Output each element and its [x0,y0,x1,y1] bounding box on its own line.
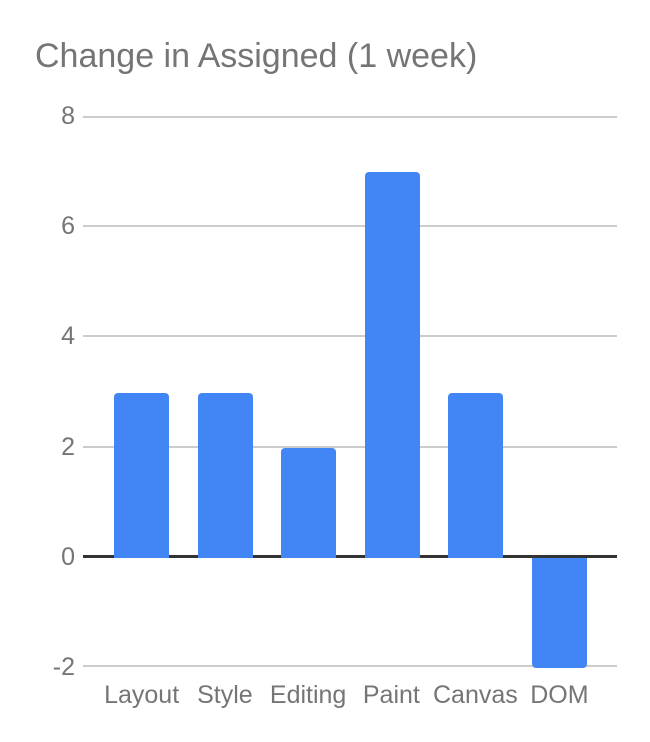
x-label-canvas: Canvas [433,681,518,709]
y-tick-label: 6 [61,212,75,240]
x-label-layout: Layout [104,681,180,709]
gridline [83,665,617,667]
gridline [83,335,617,337]
gridline [83,116,617,118]
y-tick-label: 0 [61,543,75,571]
y-axis: 8 6 4 2 0 -2 [0,102,75,681]
plot-area [83,116,617,668]
bar-column [267,116,351,667]
x-axis: Layout Style Editing Paint Canvas DOM [83,680,617,710]
bar-columns [83,116,617,668]
y-tick-label: 8 [61,102,75,130]
gridline [83,225,617,227]
zero-axis-line [83,555,617,558]
y-tick-label: 4 [61,322,75,350]
x-label-dom: DOM [530,681,589,709]
x-label-style: Style [197,681,253,709]
bar-column [434,116,518,667]
bar-column [518,116,602,668]
bar-layout[interactable] [114,393,170,558]
bar-dom[interactable] [531,558,587,668]
bar-paint[interactable] [364,172,420,558]
bar-editing[interactable] [281,448,337,558]
bar-column [184,116,268,667]
y-tick-label: 2 [61,433,75,461]
bar-canvas[interactable] [448,393,504,558]
gridline [83,446,617,448]
bar-column [100,116,184,667]
x-label-paint: Paint [362,681,420,709]
chart-title: Change in Assigned (1 week) [35,37,478,75]
bar-style[interactable] [197,393,253,558]
bar-column [351,116,435,667]
y-tick-label: -2 [52,653,75,681]
x-label-editing: Editing [269,681,347,709]
